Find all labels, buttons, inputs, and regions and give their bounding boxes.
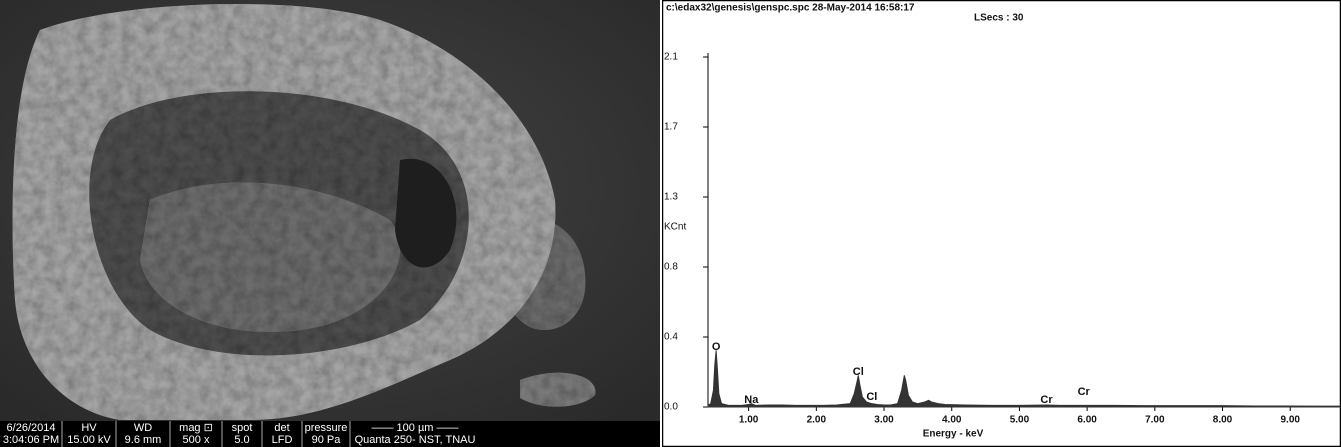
databar-text: 6/26/2014 [7,422,56,434]
peak-label: Cl [866,391,877,403]
chart-title: c:\edax32\genesis\genspc.spc 28-May-2014… [666,3,915,14]
peak-label: Cr [1078,386,1091,398]
databar: 6/26/2014 HV WD mag ⊡ spot det pressure —— 100 … [0,421,660,447]
spectrum-area [707,350,1341,408]
databar-text: 90 Pa [312,434,342,446]
peak-label: O [712,341,721,353]
databar-text: spot [232,422,253,434]
x-tick-label: 4.00 [942,415,962,426]
x-tick-label: 6.00 [1077,415,1097,426]
peak-label: Cr [1040,394,1053,406]
databar-text: pressure [305,422,348,434]
databar-text: WD [134,422,152,434]
x-tick-label: 8.00 [1213,415,1233,426]
y-tick-label: 0.4 [664,332,678,343]
chart-frame [662,0,1341,447]
y-tick-label: 1.3 [664,192,678,203]
databar-text: 9.6 mm [125,434,162,446]
databar-text: 500 x [183,434,210,446]
sem-particle [520,372,596,407]
x-axis-label: Energy - keV [923,429,984,440]
peak-label: Na [744,394,759,406]
x-tick-label: 2.00 [807,415,827,426]
databar-text: 15.00 kV [67,434,111,446]
x-tick-label: 9.00 [1280,415,1300,426]
sem-image: 6/26/2014 HV WD mag ⊡ spot det pressure —— 100 … [0,0,660,447]
x-tick-label: 7.00 [1145,415,1165,426]
databar-text: 3:04:06 PM [3,434,59,446]
sem-shadow [395,158,457,268]
databar-background [0,421,660,447]
databar-text: det [274,422,289,434]
y-axis-label: KCnt [664,222,686,233]
databar-text: HV [81,422,97,434]
x-tick-label: 5.00 [1010,415,1030,426]
y-tick-label: 0.0 [664,402,678,413]
peak-label: Cl [853,366,864,378]
spectrum-chart: c:\edax32\genesis\genspc.spc 28-May-2014… [662,0,1341,447]
sem-cavity-floor [140,182,400,332]
chart-subtitle: LSecs : 30 [974,13,1024,24]
x-tick-label: 3.00 [874,415,894,426]
databar-text: —— 100 µm —— [371,422,458,434]
databar-text: LFD [272,434,293,446]
y-tick-label: 0.8 [664,262,678,273]
y-tick-label: 1.7 [664,122,678,133]
databar-text: mag ⊡ [179,422,213,434]
databar-text: Quanta 250- NST, TNAU [355,434,476,446]
databar-text: 5.0 [234,434,249,446]
x-tick-label: 1.00 [739,415,759,426]
y-tick-label: 2.1 [664,52,678,63]
